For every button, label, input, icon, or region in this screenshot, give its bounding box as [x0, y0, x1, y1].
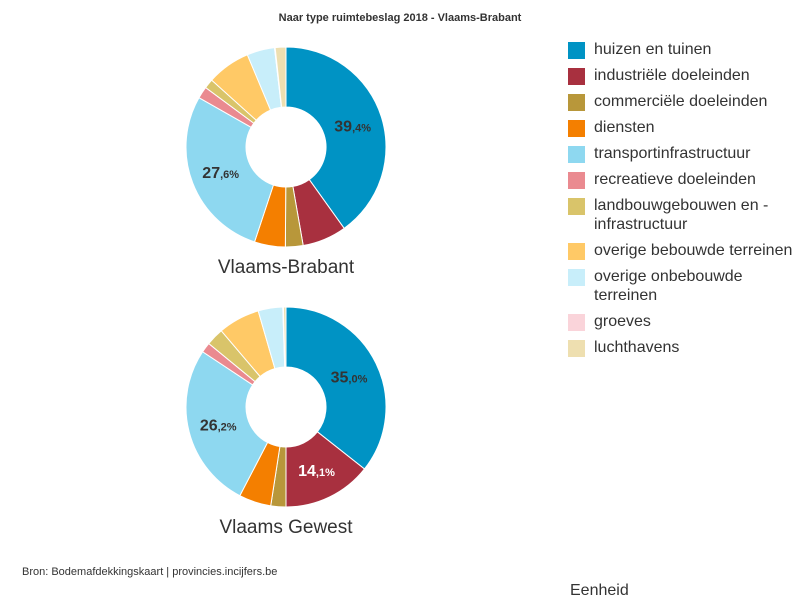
legend-label: overige onbebouwde terreinen [594, 268, 743, 304]
legend-swatch [568, 42, 585, 59]
legend-item[interactable]: transportinfrastructuur [568, 144, 800, 163]
legend-swatch [568, 269, 585, 286]
legend-item[interactable]: overige onbebouwde terreinen [568, 267, 800, 305]
legend-label: transportinfrastructuur [594, 145, 751, 162]
legend-label: groeves [594, 313, 651, 330]
data-label: 35,0% [331, 369, 368, 386]
data-label: 27,6% [202, 165, 239, 182]
legend-swatch [568, 314, 585, 331]
legend-swatch [568, 94, 585, 111]
legend-swatch [568, 243, 585, 260]
source-note: Bron: Bodemafdekkingskaart | provincies.… [22, 566, 278, 578]
legend-label: landbouwgebouwen en -infrastructuur [594, 197, 769, 233]
donut-slice[interactable] [185, 97, 275, 243]
legend-item[interactable]: overige bebouwde terreinen [568, 241, 800, 260]
legend-swatch [568, 68, 585, 85]
legend-swatch [568, 340, 585, 357]
legend-item[interactable]: groeves [568, 312, 800, 331]
legend-item[interactable]: industriële doeleinden [568, 66, 800, 85]
legend-swatch [568, 198, 585, 215]
donut-charts: 39,4% 27,6% Vlaams-Brabant 35,0% 14,1% 26,2% V… [185, 46, 387, 538]
legend-item[interactable]: recreatieve doeleinden [568, 170, 800, 189]
data-label-int: 35 [331, 369, 349, 386]
data-label-int: 39 [334, 119, 352, 136]
legend-item[interactable]: luchthavens [568, 338, 800, 357]
legend-swatch [568, 172, 585, 189]
chart-title: Naar type ruimtebeslag 2018 - Vlaams-Bra… [278, 12, 522, 24]
data-label: 14,1% [298, 463, 335, 480]
legend-item[interactable]: diensten [568, 118, 800, 137]
donut-slice[interactable] [274, 46, 287, 108]
donut-chart-label: Vlaams-Brabant [218, 257, 355, 278]
legend-item[interactable]: landbouwgebouwen en -infrastructuur [568, 196, 800, 234]
legend: huizen en tuinen industriële doeleinden co… [568, 40, 800, 364]
donut-slice[interactable] [282, 306, 287, 368]
legend-label: overige bebouwde terreinen [594, 242, 793, 259]
data-label: 39,4% [334, 119, 371, 136]
data-label-int: 14 [298, 463, 316, 480]
legend-label: commerciële doeleinden [594, 93, 768, 110]
legend-swatch [568, 120, 585, 137]
legend-swatch [568, 146, 585, 163]
donut-slice[interactable] [185, 351, 269, 497]
data-label-dec: ,2% [218, 422, 237, 434]
data-label-int: 26 [200, 418, 218, 435]
legend-label: industriële doeleinden [594, 67, 750, 84]
legend-label: luchthavens [594, 339, 680, 356]
data-label-int: 27 [202, 165, 220, 182]
data-label-dec: ,6% [220, 169, 239, 181]
donut-slice[interactable] [285, 46, 387, 230]
legend-item[interactable]: commerciële doeleinden [568, 92, 800, 111]
data-label: 26,2% [200, 418, 237, 435]
legend-footer: Eenheid [570, 582, 629, 599]
legend-label: huizen en tuinen [594, 41, 712, 58]
donut-slice[interactable] [285, 306, 387, 470]
data-label-dec: ,4% [352, 123, 371, 135]
data-label-dec: ,1% [316, 467, 335, 479]
data-label-dec: ,0% [348, 373, 367, 385]
legend-label: diensten [594, 119, 655, 136]
legend-label: recreatieve doeleinden [594, 171, 756, 188]
donut-chart-label: Vlaams Gewest [219, 517, 353, 538]
legend-item[interactable]: huizen en tuinen [568, 40, 800, 59]
